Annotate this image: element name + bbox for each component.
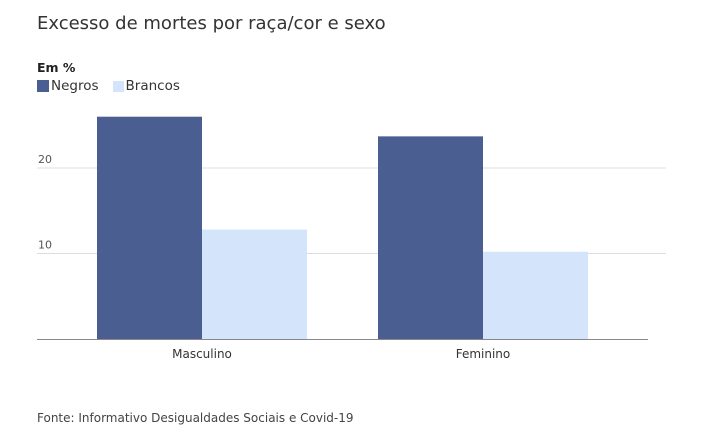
- x-tick-label-masculino: Masculino: [172, 347, 232, 361]
- legend-item-brancos: Brancos: [112, 78, 180, 94]
- bar-brancos-feminino: [483, 251, 588, 339]
- legend: Negros Brancos: [37, 78, 194, 94]
- legend-label-negros: Negros: [51, 78, 99, 94]
- y-tick-label-10: 10: [38, 239, 52, 252]
- legend-swatch-negros: [37, 80, 49, 92]
- bar-brancos-masculino: [202, 229, 307, 339]
- x-tick-label-feminino: Feminino: [456, 347, 511, 361]
- y-tick-label-20: 20: [38, 153, 52, 166]
- legend-swatch-brancos: [112, 80, 124, 92]
- chart-title: Excesso de mortes por raça/cor e sexo: [37, 13, 386, 34]
- source-note: Fonte: Informativo Desigualdades Sociais…: [37, 411, 354, 425]
- legend-item-negros: Negros: [37, 78, 99, 94]
- legend-label-brancos: Brancos: [125, 78, 180, 94]
- bar-chart: 10 20 Masculino Feminino: [37, 116, 666, 361]
- unit-label: Em %: [37, 60, 76, 75]
- bar-negros-feminino: [378, 136, 483, 339]
- bar-negros-masculino: [97, 116, 202, 339]
